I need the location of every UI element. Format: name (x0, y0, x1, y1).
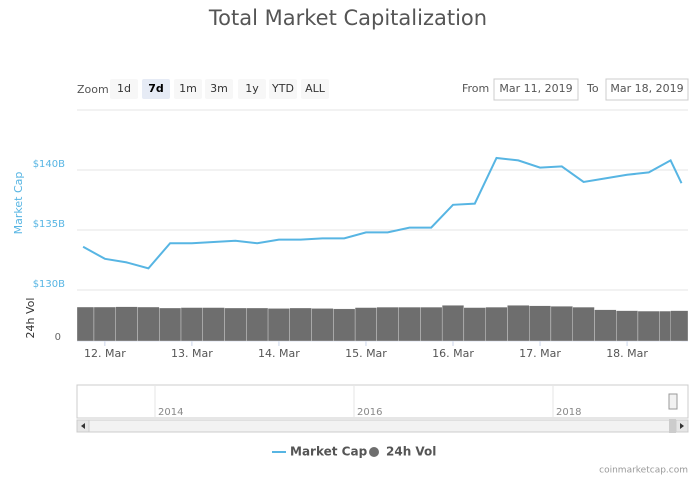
market-cap-line (82, 156, 683, 270)
x-tick-label: 14. Mar (258, 347, 300, 360)
volume-bar (311, 308, 334, 342)
volume-bar (76, 306, 95, 342)
x-tick-label: 16. Mar (432, 347, 474, 360)
y-tick-label: $130B (33, 279, 65, 290)
zoom-button-label[interactable]: 1y (245, 82, 259, 95)
volume-bar (267, 308, 290, 342)
volume-bar (137, 306, 160, 342)
volume-bar (529, 305, 552, 342)
volume-bar (420, 306, 443, 342)
volume-bar (289, 307, 312, 342)
chart-title: Total Market Capitalization (208, 6, 487, 30)
x-tick-label: 12. Mar (84, 347, 126, 360)
volume-bar (180, 307, 203, 342)
navigator-label: 2014 (158, 407, 183, 418)
to-label: To (586, 82, 599, 95)
scroll-thumb[interactable] (669, 419, 676, 433)
volume-bar (159, 307, 182, 342)
zoom-button-label[interactable]: 7d (148, 82, 164, 95)
legend-marker[interactable] (369, 447, 379, 457)
volume-bar (354, 307, 377, 342)
from-date[interactable]: Mar 11, 2019 (499, 82, 572, 95)
navigator[interactable] (76, 384, 689, 419)
volume-bar (246, 307, 269, 342)
x-tick-label: 17. Mar (519, 347, 561, 360)
zoom-button[interactable] (301, 79, 329, 99)
volume-bar (572, 306, 595, 342)
to-input[interactable] (605, 78, 689, 101)
volume-bar (594, 309, 617, 342)
to-date[interactable]: Mar 18, 2019 (610, 82, 683, 95)
zoom-button[interactable] (269, 79, 297, 99)
x-tick-label: 15. Mar (345, 347, 387, 360)
zoom-label: Zoom (77, 83, 109, 96)
x-tick-label: 18. Mar (606, 347, 648, 360)
navigator-label: 2016 (357, 407, 382, 418)
arrow-icon (680, 423, 684, 429)
volume-bar (333, 308, 356, 342)
volume-bar (93, 306, 116, 342)
volume-bar (376, 306, 399, 342)
arrow-icon (81, 423, 85, 429)
y-axis-title: Market Cap (12, 172, 25, 235)
volume-bar (202, 307, 225, 342)
volume-bar (463, 307, 486, 342)
volume-bar (507, 305, 530, 342)
volume-bar (616, 310, 639, 342)
volume-bar (398, 306, 421, 342)
y2-tick-label: 0 (55, 332, 61, 343)
zoom-button-label[interactable]: ALL (305, 82, 326, 95)
volume-bar (441, 305, 465, 342)
volume-bar (115, 306, 138, 342)
from-input[interactable] (493, 78, 579, 101)
zoom-button[interactable] (174, 79, 202, 99)
zoom-button-label[interactable]: 1d (117, 82, 131, 95)
zoom-button-label[interactable]: 3m (210, 82, 228, 95)
navigator-label: 2018 (556, 407, 581, 418)
navigator-handle[interactable] (668, 393, 678, 410)
credit[interactable]: coinmarketcap.com (599, 466, 688, 476)
volume-bar (670, 310, 689, 342)
legend-label[interactable]: Market Cap (290, 445, 368, 459)
volume-bar (485, 306, 508, 342)
zoom-button[interactable] (238, 79, 266, 99)
volume-bar (224, 307, 247, 342)
y2-axis-title: 24h Vol (24, 298, 37, 339)
zoom-button[interactable] (205, 79, 233, 99)
volume-bar (637, 310, 660, 342)
zoom-button-label[interactable]: YTD (271, 82, 294, 95)
zoom-button[interactable] (142, 79, 170, 99)
zoom-button-label[interactable]: 1m (179, 82, 197, 95)
legend-label[interactable]: 24h Vol (386, 445, 436, 459)
zoom-button[interactable] (110, 79, 138, 99)
scrollbar[interactable] (76, 419, 689, 433)
y-tick-label: $135B (33, 219, 65, 230)
volume-bar (550, 306, 573, 342)
y-tick-label: $140B (33, 159, 65, 170)
x-tick-label: 13. Mar (171, 347, 213, 360)
from-label: From (462, 82, 489, 95)
